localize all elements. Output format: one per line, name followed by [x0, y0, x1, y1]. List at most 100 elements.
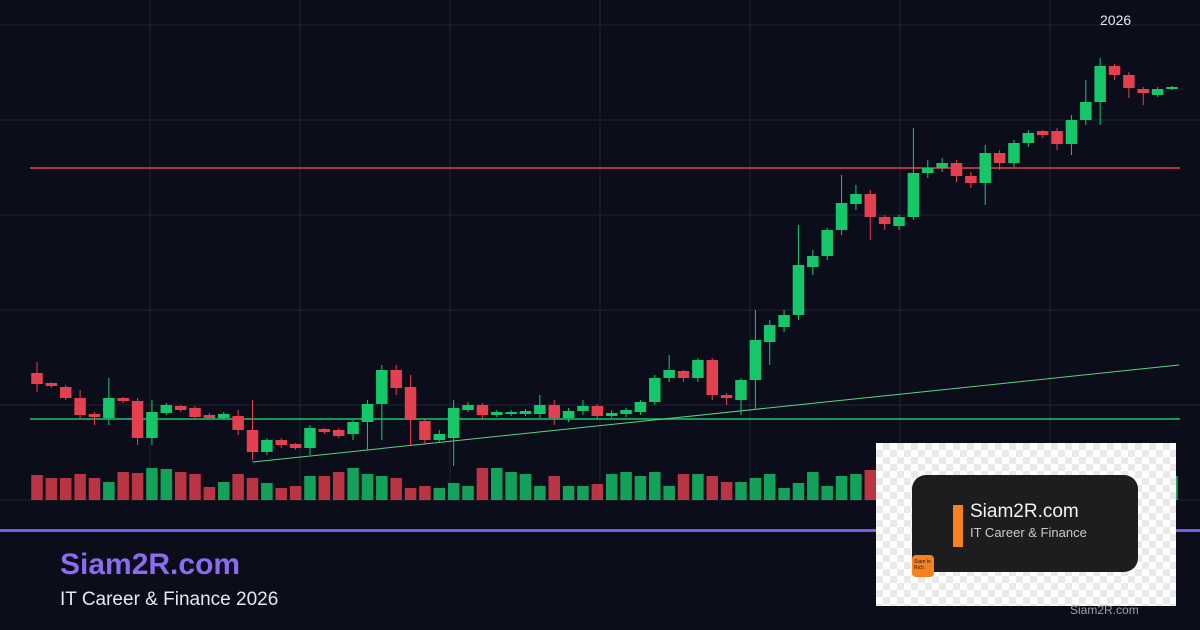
volume-bar	[318, 476, 331, 500]
candle-body	[749, 340, 762, 380]
volume-bar	[591, 484, 604, 500]
candle-body	[289, 444, 302, 448]
volume-bar	[232, 474, 244, 500]
candle-body	[59, 387, 72, 398]
footer: Siam2R.com	[1070, 603, 1139, 617]
candle-body	[1036, 131, 1049, 135]
candle-body	[979, 153, 991, 183]
candle-body	[174, 406, 187, 410]
candle-body	[160, 405, 173, 413]
candle-body	[491, 412, 503, 415]
candle-body	[146, 412, 158, 438]
candle-body	[706, 360, 718, 395]
volume-bar	[189, 474, 201, 500]
candle-body	[433, 434, 446, 440]
divider	[0, 529, 1200, 532]
candle-body	[965, 176, 977, 183]
volume-bar	[462, 486, 474, 500]
volume-bar	[74, 474, 86, 500]
candle-body	[232, 416, 244, 430]
volume-bar	[491, 468, 503, 500]
volume-bar	[419, 486, 431, 500]
volume-bar	[404, 488, 417, 500]
candle-body	[45, 383, 58, 386]
volume-bar	[792, 483, 805, 500]
volume-bar	[605, 474, 618, 500]
candle-body	[562, 411, 575, 418]
volume-bar	[577, 486, 589, 500]
candle-body	[304, 428, 316, 448]
year-label: 2026	[1100, 12, 1132, 28]
volume-bar	[534, 486, 546, 500]
candle-body	[117, 398, 129, 401]
candle-body	[692, 360, 704, 378]
volume-bar	[634, 476, 647, 500]
candle-body	[720, 395, 733, 398]
volume-bar	[505, 472, 517, 500]
candle-body	[390, 370, 402, 388]
candle-body	[1137, 89, 1150, 93]
volume-bar	[376, 476, 388, 500]
candle-body	[993, 153, 1006, 163]
brand-title: Siam2R.com	[60, 548, 241, 581]
card-title: Siam2R.com	[970, 501, 1079, 522]
volume-bar	[864, 470, 877, 500]
volume-bar	[763, 474, 776, 500]
candle-body	[950, 163, 963, 176]
candle-body	[31, 373, 43, 384]
candle-body	[419, 421, 431, 440]
candle-body	[103, 398, 115, 418]
candle-body	[620, 410, 632, 414]
volume-bar	[31, 475, 43, 500]
volume-bar	[476, 468, 489, 500]
volume-bar	[275, 488, 287, 500]
candle-body	[505, 412, 517, 414]
candle-body	[332, 430, 345, 436]
candle-body	[534, 405, 546, 414]
candle-body	[907, 173, 920, 217]
candle-body	[1166, 87, 1178, 89]
volume-bar	[447, 483, 460, 500]
candle-body	[1051, 131, 1063, 144]
volume-bar	[778, 488, 790, 500]
candle-body	[376, 370, 388, 404]
candle-body	[634, 402, 647, 412]
volume-bar	[749, 478, 762, 500]
candle-body	[318, 429, 331, 432]
candle-body	[864, 194, 877, 217]
candle-body	[1151, 89, 1164, 95]
candle-body	[261, 440, 273, 452]
candle-body	[1008, 143, 1020, 163]
candle-body	[663, 370, 675, 378]
volume-bar	[347, 468, 359, 500]
brand-subtitle: IT Career & Finance 2026	[60, 589, 279, 610]
candle-body	[1094, 66, 1106, 102]
candle-body	[1022, 133, 1035, 143]
volume-bar	[390, 478, 402, 500]
volume-bar	[218, 482, 230, 500]
volume-bar	[735, 482, 747, 500]
volume-bar	[720, 482, 733, 500]
volume-bar	[821, 486, 833, 500]
volume-bar	[45, 478, 58, 500]
volume-bar	[548, 476, 560, 500]
candle-body	[850, 194, 862, 204]
candle-body	[878, 217, 891, 224]
volume-bar	[332, 472, 345, 500]
volume-bar	[59, 478, 72, 500]
volume-bar	[246, 478, 259, 500]
candle-body	[203, 415, 216, 418]
candle-body	[1123, 75, 1135, 88]
volume-bar	[203, 487, 216, 500]
volume-bar	[562, 486, 575, 500]
candle-body	[677, 371, 690, 378]
candle-body	[821, 230, 833, 256]
candle-body	[1065, 120, 1078, 144]
volume-bar	[261, 483, 273, 500]
candle-body	[922, 168, 934, 173]
volume-bar	[103, 482, 115, 500]
candle-body	[591, 406, 604, 416]
candle-body	[548, 405, 560, 418]
volume-bar	[88, 478, 101, 500]
